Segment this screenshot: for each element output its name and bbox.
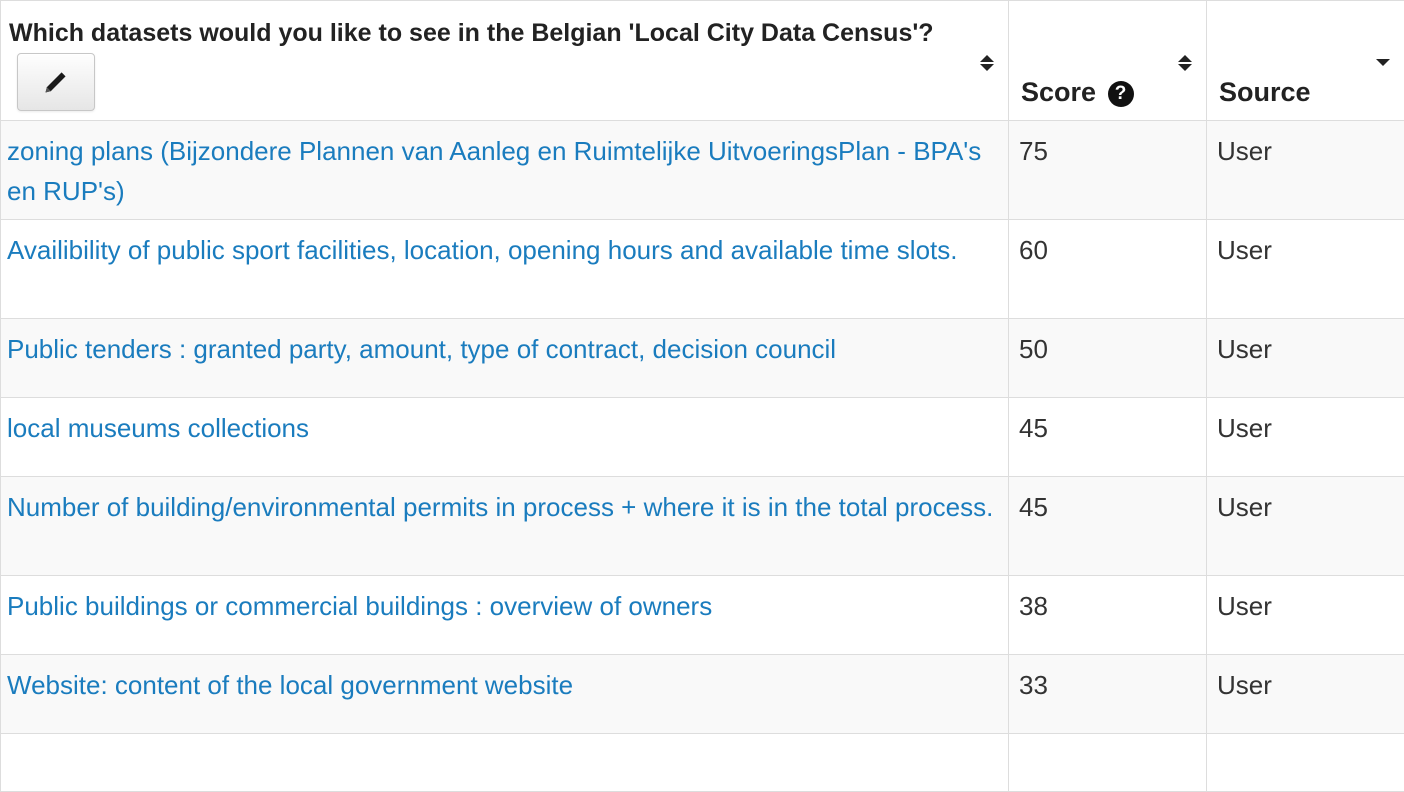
source-cell: User	[1207, 319, 1404, 398]
column-header-question: Which datasets would you like to see in …	[9, 19, 934, 47]
sort-icon[interactable]	[1178, 55, 1192, 71]
dataset-cell: Public tenders : granted party, amount, …	[1, 319, 1009, 398]
dataset-link[interactable]: Availibility of public sport facilities,…	[7, 235, 957, 265]
dataset-link[interactable]: Public tenders : granted party, amount, …	[7, 334, 836, 364]
dataset-link[interactable]: local museums collections	[7, 413, 309, 443]
dataset-link[interactable]: zoning plans (Bijzondere Plannen van Aan…	[7, 136, 981, 206]
dataset-link[interactable]: Public buildings or commercial buildings…	[7, 591, 712, 621]
source-cell: User	[1207, 576, 1404, 655]
pencil-icon	[42, 68, 70, 96]
dataset-cell: Number of building/environmental permits…	[1, 477, 1009, 576]
source-cell	[1207, 734, 1404, 792]
header-row: Which datasets would you like to see in …	[1, 1, 1404, 121]
sort-icon[interactable]	[980, 55, 994, 71]
dataset-cell: zoning plans (Bijzondere Plannen van Aan…	[1, 121, 1009, 220]
source-cell: User	[1207, 655, 1404, 734]
score-cell: 60	[1009, 220, 1207, 319]
score-cell: 38	[1009, 576, 1207, 655]
score-cell	[1009, 734, 1207, 792]
column-header-score[interactable]: Score ?	[1009, 1, 1207, 121]
source-cell: User	[1207, 477, 1404, 576]
dataset-link[interactable]: Website: content of the local government…	[7, 670, 573, 700]
table-row: zoning plans (Bijzondere Plannen van Aan…	[1, 121, 1404, 220]
source-cell: User	[1207, 398, 1404, 477]
source-label: Source	[1219, 77, 1311, 107]
table-row: local museums collections 45 User	[1, 398, 1404, 477]
dataset-cell: Availibility of public sport facilities,…	[1, 220, 1009, 319]
dataset-cell: Public buildings or commercial buildings…	[1, 576, 1009, 655]
score-cell: 33	[1009, 655, 1207, 734]
score-cell: 75	[1009, 121, 1207, 220]
score-cell: 45	[1009, 398, 1207, 477]
dataset-link[interactable]: Number of building/environmental permits…	[7, 492, 993, 522]
table-row: Availibility of public sport facilities,…	[1, 220, 1404, 319]
source-cell: User	[1207, 220, 1404, 319]
score-cell: 50	[1009, 319, 1207, 398]
column-header-dataset[interactable]: Which datasets would you like to see in …	[1, 1, 1009, 121]
dataset-cell	[1, 734, 1009, 792]
score-label: Score	[1021, 77, 1096, 107]
help-icon[interactable]: ?	[1108, 81, 1134, 107]
edit-question-button[interactable]	[17, 53, 95, 111]
table-row: Website: content of the local government…	[1, 655, 1404, 734]
dropdown-caret-icon[interactable]	[1376, 59, 1390, 66]
table-row: Public tenders : granted party, amount, …	[1, 319, 1404, 398]
column-header-source[interactable]: Source	[1207, 1, 1404, 121]
table-row: Public buildings or commercial buildings…	[1, 576, 1404, 655]
source-cell: User	[1207, 121, 1404, 220]
score-cell: 45	[1009, 477, 1207, 576]
dataset-cell: local museums collections	[1, 398, 1009, 477]
dataset-cell: Website: content of the local government…	[1, 655, 1009, 734]
table-row: Number of building/environmental permits…	[1, 477, 1404, 576]
table-row	[1, 734, 1404, 792]
